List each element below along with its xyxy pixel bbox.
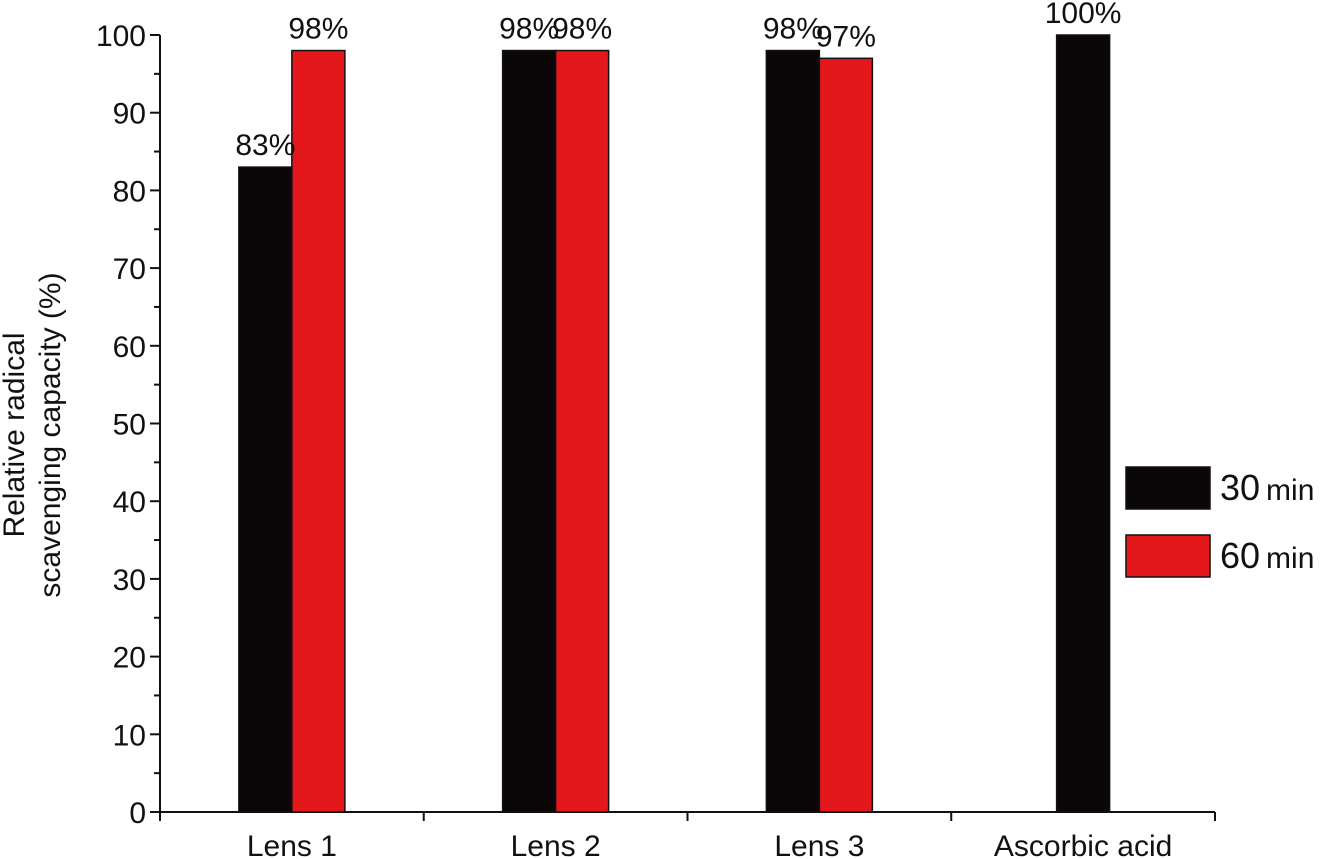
y-tick-label: 90 <box>113 98 146 131</box>
y-tick-label: 100 <box>96 20 146 53</box>
legend-swatch <box>1125 534 1211 578</box>
bar-value-label: 98% <box>552 13 612 46</box>
x-tick-label: Ascorbic acid <box>994 830 1172 859</box>
x-ticks: Lens 1 Lens 2 Lens 3 Ascorbic acid <box>159 812 1216 859</box>
bar <box>291 49 346 813</box>
y-tick-label: 70 <box>113 253 146 286</box>
bar <box>238 166 293 813</box>
legend-unit: min <box>1266 474 1314 507</box>
bar-value-label: 97% <box>816 20 876 53</box>
x-tick-label: Lens 1 <box>247 830 337 859</box>
bar-value-label: 98% <box>763 13 823 46</box>
y-tick-label: 80 <box>113 175 146 208</box>
y-ticks: 0 10 20 30 40 50 60 70 80 90 100 <box>96 20 160 830</box>
y-axis-label: Relative radical scavenging capacity (%) <box>0 272 67 597</box>
y-tick-label: 60 <box>113 331 146 364</box>
y-tick-label: 10 <box>113 719 146 752</box>
legend-label: 30 min <box>1220 467 1314 508</box>
legend-value: 30 <box>1220 467 1260 508</box>
legend-label: 60 min <box>1220 535 1314 576</box>
y-tick-label: 30 <box>113 564 146 597</box>
bar-value-label: 98% <box>288 13 348 46</box>
legend-swatch <box>1125 466 1211 510</box>
bar <box>554 49 610 813</box>
bar <box>765 49 821 813</box>
y-axis-label-line1: Relative radical <box>0 332 31 537</box>
bar-value-labels: 83%98% 98%98% 98%97%100% <box>235 0 1121 162</box>
legend-unit: min <box>1266 542 1314 575</box>
bar <box>501 49 557 813</box>
y-tick-label: 0 <box>129 797 146 830</box>
bar-value-label: 83% <box>235 129 295 162</box>
bar-value-label: 100% <box>1045 0 1122 30</box>
bar-value-label: 98% <box>499 13 559 46</box>
y-tick-label: 40 <box>113 486 146 519</box>
bar <box>818 57 874 813</box>
x-tick-label: Lens 2 <box>511 830 601 859</box>
bar <box>1055 34 1111 813</box>
y-tick-label: 20 <box>113 642 146 675</box>
y-tick-label: 50 <box>113 409 146 442</box>
legend-value: 60 <box>1220 535 1260 576</box>
y-axis-label-line2: scavenging capacity (%) <box>34 272 67 597</box>
bars <box>238 34 1111 813</box>
x-tick-label: Lens 3 <box>774 830 864 859</box>
